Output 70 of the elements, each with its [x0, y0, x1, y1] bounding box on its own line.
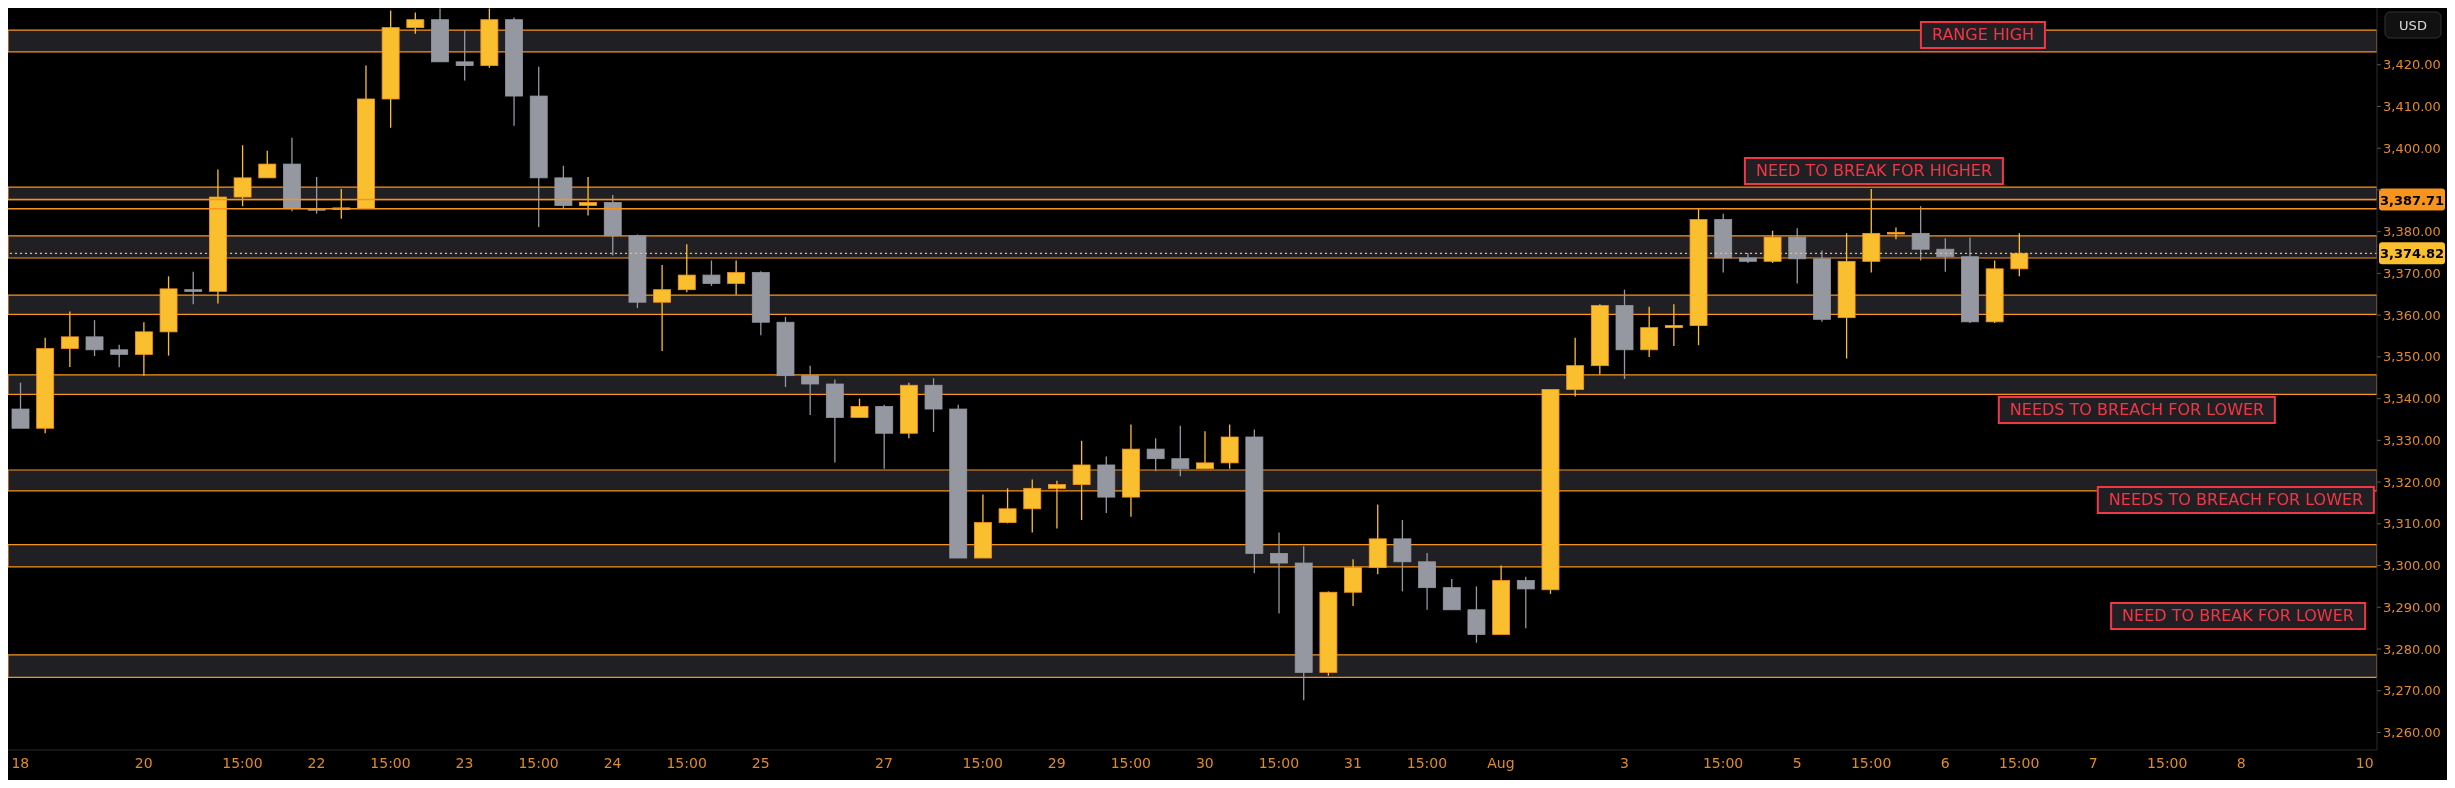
x-tick-label: 15:00 — [1702, 754, 1744, 771]
y-axis-title: USD — [2399, 18, 2427, 33]
x-tick-label: 31 — [1343, 754, 1362, 771]
y-tick-label: 3,380.00 — [2383, 224, 2441, 240]
candlestick — [1146, 437, 1165, 472]
y-tick-label: 3,330.00 — [2383, 432, 2441, 448]
ref-line-label: 3,387.71 — [2379, 192, 2445, 208]
x-tick-label: 29 — [1047, 754, 1066, 771]
x-tick-label: Aug — [1487, 754, 1515, 771]
candlestick — [1442, 578, 1461, 611]
candlestick — [85, 319, 104, 357]
annotation: RANGE HIGH — [1919, 21, 2047, 49]
x-tick-label: 22 — [307, 754, 326, 771]
x-tick-label: 24 — [603, 754, 622, 771]
x-tick-label: 30 — [1195, 754, 1214, 771]
x-tick-label: 5 — [1792, 754, 1802, 771]
annotation: NEEDS TO BREACH FOR LOWER — [1997, 396, 2277, 424]
annotation: NEEDS TO BREACH FOR LOWER — [2096, 486, 2376, 514]
candlestick — [801, 365, 820, 416]
y-tick-label: 3,270.00 — [2383, 683, 2441, 699]
candlestick — [1270, 531, 1288, 615]
candlestick — [110, 344, 129, 368]
x-tick-label: 15:00 — [1850, 754, 1892, 771]
x-tick-label: 15:00 — [1406, 754, 1448, 771]
x-tick-label: 20 — [134, 754, 153, 771]
x-tick-label: 27 — [875, 754, 893, 771]
x-tick-label: 15:00 — [1110, 754, 1151, 771]
candlestick — [11, 382, 30, 429]
candlestick — [455, 29, 474, 82]
y-tick-label: 3,360.00 — [2383, 307, 2441, 323]
x-tick-label: 15:00 — [370, 754, 411, 771]
ref-line-label: 3,374.82 — [2379, 246, 2445, 262]
y-tick-label: 3,350.00 — [2383, 349, 2441, 365]
candlestick — [1171, 425, 1190, 477]
x-tick-label: 6 — [1940, 754, 1950, 771]
x-tick-label: 15:00 — [2147, 754, 2188, 771]
annotation: NEED TO BREAK FOR LOWER — [2110, 602, 2366, 630]
x-tick-label: 15:00 — [222, 754, 263, 771]
candlestick — [1516, 576, 1535, 629]
x-tick-label: 15:00 — [962, 754, 1003, 771]
x-tick-label: 18 — [11, 754, 30, 771]
candlestick — [924, 377, 943, 433]
y-tick-label: 3,400.00 — [2383, 140, 2441, 156]
y-tick-label: 3,370.00 — [2383, 266, 2441, 282]
x-tick-label: 25 — [751, 754, 770, 771]
x-tick-label: 3 — [1619, 754, 1629, 771]
candlestick — [307, 176, 326, 215]
annotation: NEED TO BREAK FOR HIGHER — [1743, 157, 2005, 185]
y-tick-label: 3,260.00 — [2383, 725, 2441, 741]
y-tick-label: 3,320.00 — [2383, 474, 2441, 490]
y-tick-label: 3,290.00 — [2383, 599, 2441, 615]
x-tick-label: 15:00 — [1258, 754, 1300, 771]
x-tick-label: 15:00 — [1999, 754, 2040, 771]
y-tick-label: 3,310.00 — [2383, 516, 2441, 532]
candlestick — [850, 397, 869, 419]
y-tick-label: 3,280.00 — [2383, 641, 2441, 657]
x-tick-label: 15:00 — [518, 754, 559, 771]
x-tick-label: 7 — [2088, 754, 2098, 771]
x-tick-label: 23 — [455, 754, 474, 771]
y-tick-label: 3,300.00 — [2383, 558, 2441, 574]
candlestick — [258, 150, 277, 179]
y-tick-label: 3,340.00 — [2383, 391, 2441, 407]
x-tick-label: 8 — [2236, 754, 2246, 771]
y-tick-label: 3,410.00 — [2383, 99, 2441, 115]
x-tick-label: 15:00 — [666, 754, 707, 771]
candlestick — [1393, 519, 1412, 593]
x-tick-label: 10 — [2355, 754, 2374, 771]
candlestick — [184, 271, 203, 305]
y-tick-label: 3,420.00 — [2383, 57, 2441, 73]
candlestick — [702, 259, 721, 287]
